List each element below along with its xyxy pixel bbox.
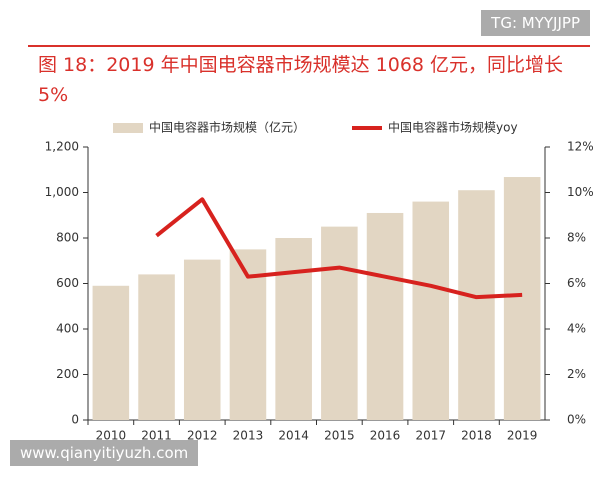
- y-tick-label: 0: [71, 413, 79, 427]
- y2-tick-label: 8%: [567, 231, 586, 245]
- bar: [412, 201, 450, 420]
- bar: [275, 238, 312, 420]
- y2-tick-label: 0%: [567, 413, 586, 427]
- x-tick-label: 2017: [415, 429, 446, 443]
- x-tick-label: 2016: [370, 429, 401, 443]
- title-rule: [28, 45, 590, 47]
- y2-tick-label: 2%: [567, 367, 586, 381]
- y2-tick-label: 12%: [567, 140, 594, 154]
- watermark: www.qianyitiyuzh.com: [10, 440, 199, 466]
- y2-tick-label: 10%: [567, 185, 594, 199]
- x-tick-label: 2014: [278, 429, 309, 443]
- y2-tick-label: 4%: [567, 322, 586, 336]
- y-tick-label: 1,200: [45, 140, 79, 154]
- y2-tick-label: 6%: [567, 276, 586, 290]
- bar: [321, 226, 358, 420]
- bar: [138, 274, 175, 420]
- x-tick-label: 2018: [461, 429, 492, 443]
- x-tick-label: 2011: [141, 429, 172, 443]
- line: [155, 197, 523, 300]
- x-tick-label: 2019: [507, 429, 538, 443]
- x-tick-label: 2013: [233, 429, 264, 443]
- bar: [458, 190, 495, 420]
- bar: [366, 212, 404, 420]
- y-tick-label: 1,000: [45, 185, 79, 199]
- x-tick-label: 2012: [187, 429, 218, 443]
- bar: [92, 285, 130, 420]
- legend-label: 中国电容器市场规模（亿元）: [149, 120, 305, 135]
- x-tick-label: 2010: [96, 429, 127, 443]
- x-tick-label: 2015: [324, 429, 355, 443]
- bar: [183, 259, 221, 420]
- legend-label: 中国电容器市场规模yoy: [388, 120, 518, 135]
- watermark: TG: MYYJJPP: [481, 10, 590, 36]
- y-tick-label: 400: [56, 322, 79, 336]
- y-tick-label: 200: [56, 367, 79, 381]
- bar: [503, 177, 541, 420]
- y-tick-label: 600: [56, 276, 79, 290]
- legend-swatch: [113, 123, 143, 133]
- y-tick-label: 800: [56, 231, 79, 245]
- chart-title: 图 18：2019 年中国电容器市场规模达 1068 亿元，同比增长 5%: [38, 54, 564, 106]
